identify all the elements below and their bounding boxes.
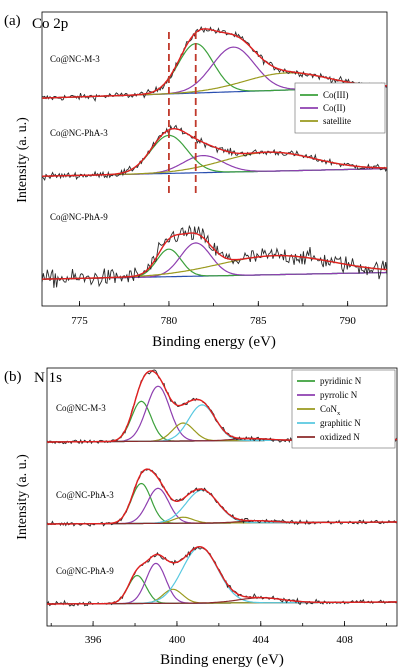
panel-b-ticks: 396 400 404 408	[50, 621, 387, 646]
sample-label-b-2: Co@NC-PhA-3	[56, 490, 114, 500]
panel-a-ticks: 775 780 785 790	[71, 301, 356, 327]
panel-a-curves	[41, 26, 388, 288]
x-tick-label: 408	[336, 634, 353, 646]
peak-co-iii-	[42, 248, 387, 280]
panel-b-xlabel: Binding energy (eV)	[160, 652, 284, 668]
fit-envelope-line	[47, 545, 397, 605]
x-tick-label: 396	[85, 634, 102, 646]
legend-b-label-3: CoNx	[320, 404, 341, 417]
sample-label-b-1: Co@NC-M-3	[56, 403, 106, 413]
x-tick-label: 785	[250, 315, 267, 327]
sample-label-a-3: Co@NC-PhA-9	[50, 212, 108, 222]
spectrum-a-3	[41, 224, 388, 288]
panel-a-title: Co 2p	[32, 16, 68, 32]
peak-co-ii-	[42, 242, 387, 280]
legend-a-label-1: Co(III)	[323, 90, 349, 100]
sample-label-b-3: Co@NC-PhA-9	[56, 566, 114, 576]
legend-b-label-3-main: CoN	[320, 404, 338, 414]
panel-a-frame	[41, 11, 388, 307]
panel-b-label: (b)	[4, 369, 22, 385]
panel-a-xlabel: Binding energy (eV)	[152, 334, 276, 350]
panel-b-title: N 1s	[34, 370, 62, 386]
panel-a: (a) Co 2p 775 780 785 790 Co@NC-M-3 Co@NC-P…	[4, 11, 388, 350]
x-tick-label: 790	[339, 315, 356, 327]
raw-spectrum-line	[41, 224, 388, 288]
legend-b-label-4: graphitic N	[320, 418, 361, 428]
legend-a-label-3: satellite	[323, 116, 351, 126]
legend-b: pyridinic N pyrrolic N CoNx graphitic N …	[291, 369, 396, 449]
spectrum-b-2	[46, 468, 398, 527]
sample-label-a-1: Co@NC-M-3	[50, 54, 100, 64]
legend-b-label-3-sub: x	[337, 410, 341, 417]
x-tick-label: 400	[169, 634, 186, 646]
legend-a-label-2: Co(II)	[323, 103, 346, 113]
panel-b-ylabel: Intensity (a. u.)	[15, 454, 30, 540]
panel-b-frame	[46, 367, 398, 627]
peak-co-ii-	[42, 155, 387, 177]
x-tick-label: 404	[253, 634, 270, 646]
peak-pyridinic-n	[47, 574, 397, 605]
panel-a-label: (a)	[4, 13, 21, 29]
panel-b: (b) N 1s 396 400 404 408 Co@NC-M-3 Co@NC-Ph…	[4, 367, 398, 668]
x-tick-label: 780	[161, 315, 178, 327]
spectrum-b-3	[46, 545, 398, 607]
legend-b-label-5: oxidized N	[320, 432, 360, 442]
panel-a-ylabel: Intensity (a. u.)	[15, 117, 30, 203]
sample-label-a-2: Co@NC-PhA-3	[50, 128, 108, 138]
fit-envelope-line	[42, 127, 387, 177]
fit-envelope-line	[47, 468, 397, 525]
x-tick-label: 775	[71, 315, 88, 327]
legend-b-label-1: pyridinic N	[320, 376, 362, 386]
panel-a-markers	[168, 32, 197, 196]
spectrum-a-2	[41, 124, 388, 181]
fit-envelope-line	[42, 28, 387, 99]
legend-a: Co(III) Co(II) satellite	[294, 82, 386, 134]
legend-b-label-2: pyrrolic N	[320, 390, 358, 400]
fit-envelope-line	[42, 232, 388, 280]
